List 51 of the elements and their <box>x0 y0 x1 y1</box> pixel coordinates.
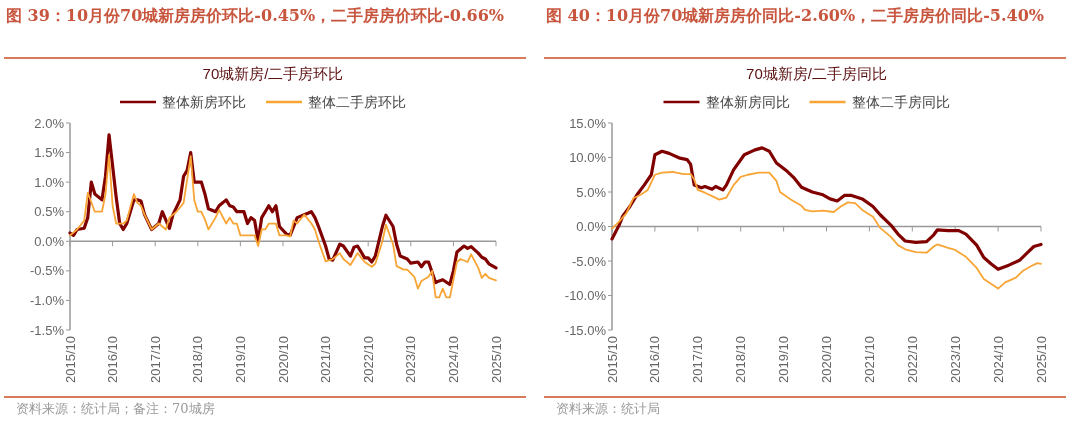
x-tick-label: 2024/10 <box>990 336 1006 383</box>
chart-subtitle: 70城新房/二手房同比 <box>746 65 887 82</box>
y-tick-label: 5.0% <box>576 184 607 200</box>
y-tick-label: 0.5% <box>34 204 65 220</box>
y-tick-label: 1.5% <box>34 145 65 161</box>
line-series <box>610 146 1043 271</box>
x-tick-label: 2016/10 <box>105 336 121 383</box>
legend-label: 整体新房环比 <box>162 94 246 110</box>
line-series <box>611 171 1042 290</box>
x-tick-label: 2016/10 <box>647 336 663 383</box>
y-tick-label: 0.0% <box>34 233 65 249</box>
x-tick-label: 2021/10 <box>318 336 334 383</box>
x-tick-label: 2022/10 <box>904 336 920 383</box>
line-series <box>69 154 497 299</box>
y-tick-label: -1.5% <box>30 322 65 338</box>
x-tick-label: 2019/10 <box>232 336 248 383</box>
y-tick-label: 2.0% <box>34 115 65 131</box>
text: 资料来源：统计局；备注：70城房 <box>16 400 216 418</box>
x-tick-label: 2018/10 <box>190 336 206 383</box>
x-tick-label: 2021/10 <box>861 336 877 383</box>
x-tick-label: 2015/10 <box>62 336 78 383</box>
x-tick-label: 2019/10 <box>776 336 792 383</box>
x-tick-label: 2017/10 <box>690 336 706 383</box>
text: 资料来源：统计局 <box>556 400 661 418</box>
y-tick-label: -1.0% <box>30 292 65 308</box>
y-tick-label: -10.0% <box>564 288 607 303</box>
x-tick-label: 2017/10 <box>147 336 163 383</box>
chart-title: 图 40：10月份70城新房房价同比-2.60%，二手房房价同比-5.40% <box>546 5 1045 27</box>
x-tick-label: 2025/10 <box>1033 336 1049 383</box>
y-tick-label: -15.0% <box>564 322 607 338</box>
legend-label: 整体二手房同比 <box>851 94 950 110</box>
y-tick-label: -0.5% <box>30 263 65 279</box>
x-tick-label: 2020/10 <box>819 336 834 383</box>
x-tick-label: 2023/10 <box>947 336 963 383</box>
y-tick-label: 0.0% <box>576 219 607 234</box>
y-tick-label: 15.0% <box>569 115 607 131</box>
y-tick-label: 1.0% <box>34 174 65 190</box>
x-tick-label: 2018/10 <box>733 336 749 383</box>
x-tick-label: 2025/10 <box>488 336 504 383</box>
x-tick-label: 2023/10 <box>403 336 419 383</box>
y-tick-label: 10.0% <box>569 150 607 165</box>
x-tick-label: 2024/10 <box>445 336 461 383</box>
line-series <box>68 133 498 287</box>
y-tick-label: -5.0% <box>572 253 607 269</box>
x-tick-label: 2015/10 <box>604 336 620 383</box>
x-tick-label: 2022/10 <box>360 336 376 383</box>
chart-subtitle: 70城新房/二手房环比 <box>202 65 344 82</box>
legend-label: 整体新房同比 <box>705 94 790 110</box>
chart-title: 图 39：10月份70城新房房价环比-0.45%，二手房房价环比-0.66% <box>6 5 505 27</box>
legend-label: 整体二手房环比 <box>308 94 406 110</box>
x-tick-label: 2020/10 <box>275 336 291 383</box>
